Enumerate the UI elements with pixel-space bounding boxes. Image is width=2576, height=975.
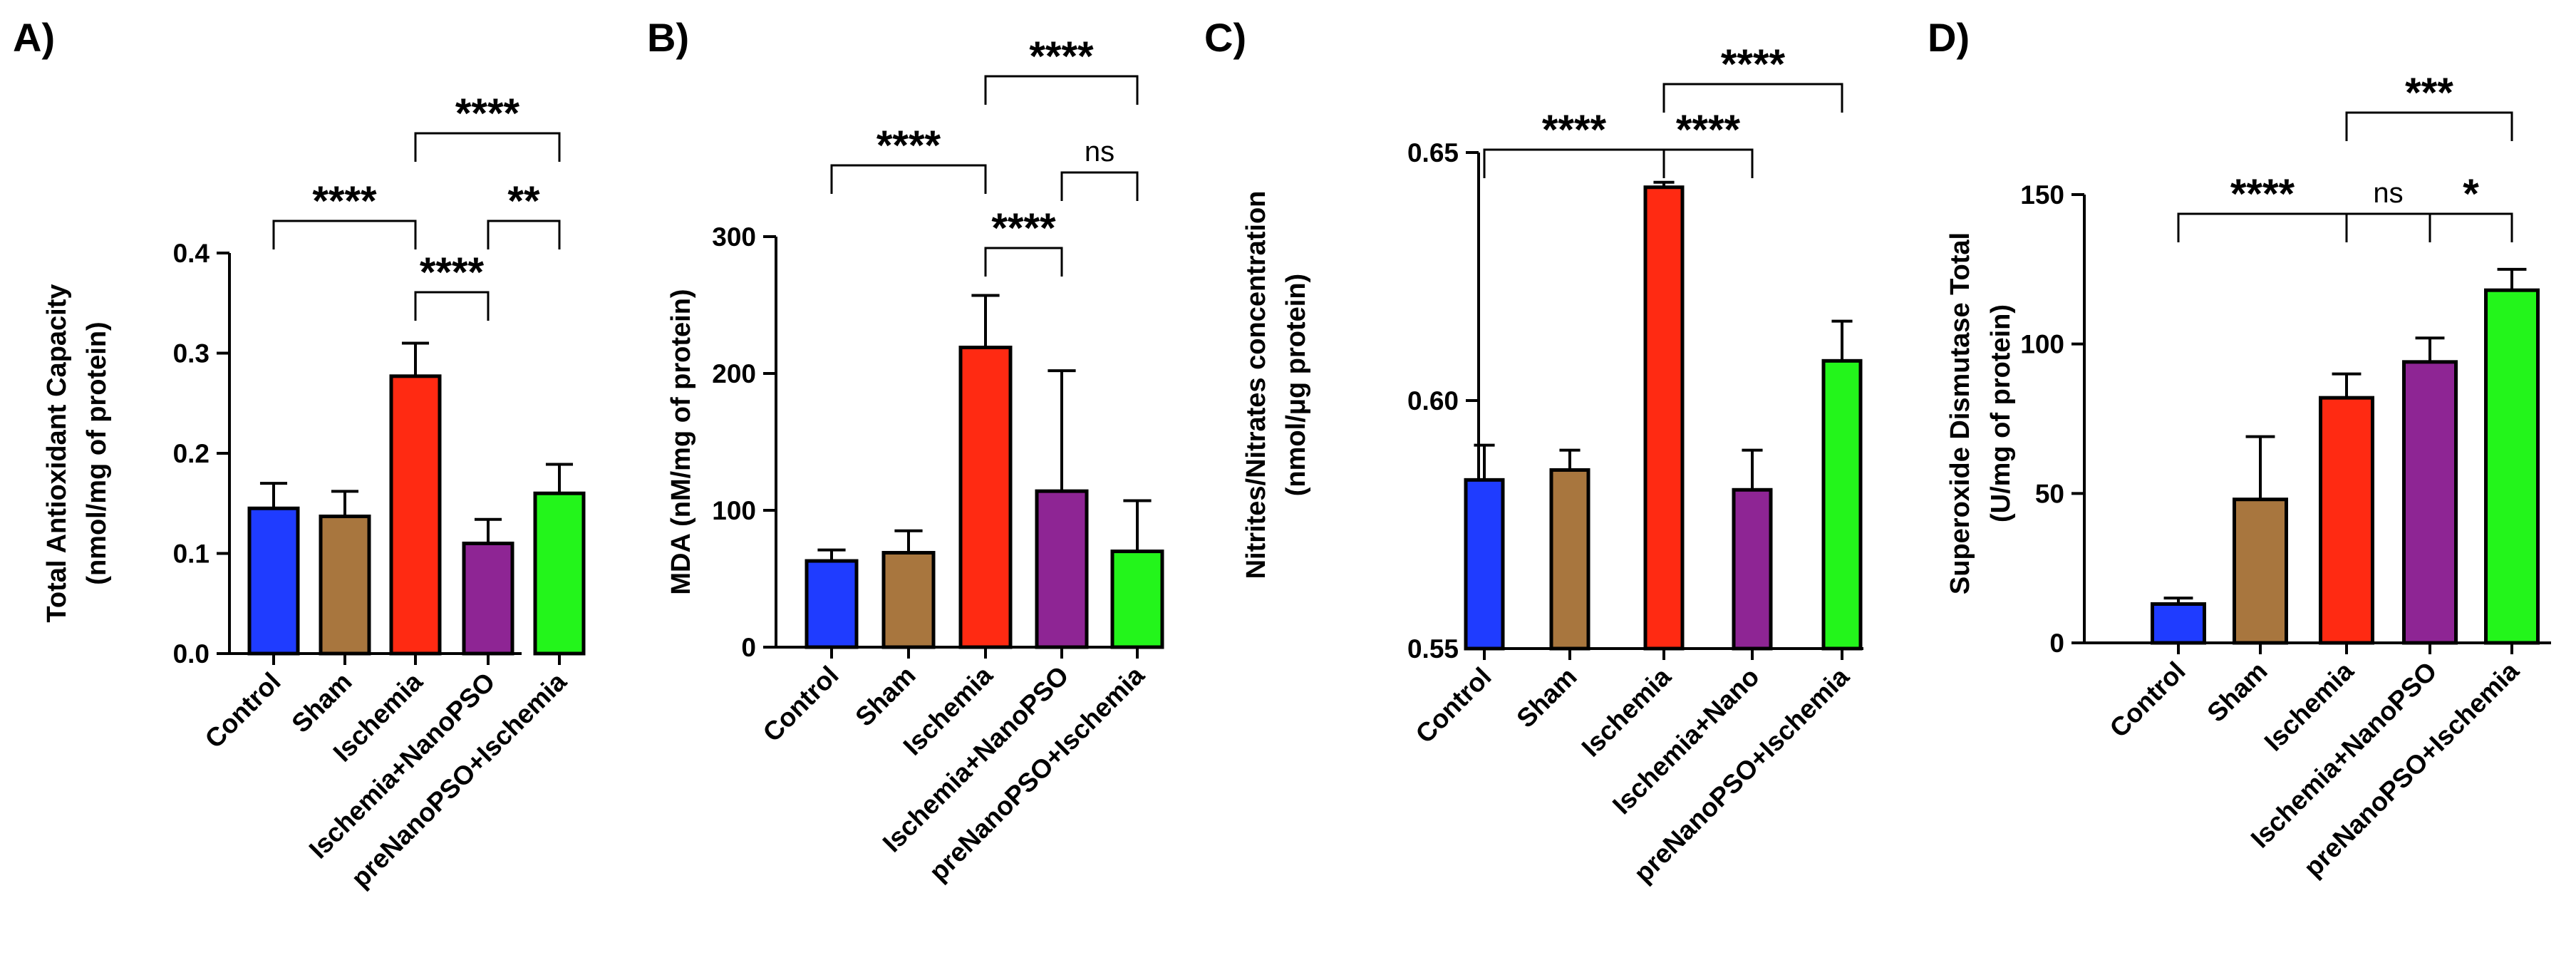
significance-bracket	[830, 164, 987, 194]
significance-label: **	[507, 178, 540, 225]
bar-prenanopso-ischemia	[2484, 288, 2540, 645]
y-tick-label: 0.65	[1407, 138, 1459, 167]
significance-label: ***	[2405, 70, 2453, 116]
significance-bracket	[414, 291, 490, 321]
bar-ischemia	[958, 346, 1013, 649]
x-tick-label: Ischemia+Nano	[1607, 662, 1765, 820]
significance-label: ****	[876, 123, 941, 169]
bar-control	[247, 506, 300, 656]
y-tick-label: 0.0	[173, 639, 210, 669]
y-tick-label: 0	[741, 633, 756, 662]
x-tick-label: Control	[1410, 662, 1497, 749]
x-tick-label: Sham	[2201, 656, 2272, 728]
y-tick-label: 150	[2020, 180, 2064, 210]
bar-control	[2151, 602, 2206, 645]
bar-ischemia	[2319, 396, 2374, 645]
significance-bracket	[2428, 212, 2513, 242]
x-tick-label: Control	[2104, 656, 2191, 743]
bar-control	[805, 559, 859, 649]
significance-bracket	[984, 75, 1139, 105]
significance-label: ****	[1029, 33, 1094, 80]
y-tick-label: 200	[712, 359, 756, 388]
y-axis-label: Total Antioxidant Capacity	[42, 284, 72, 622]
significance-label: ****	[420, 249, 485, 296]
significance-label: ****	[2230, 171, 2295, 217]
y-tick-label: 50	[2035, 479, 2064, 508]
bar-ischemia	[389, 374, 442, 656]
y-tick-label: 0.4	[173, 239, 210, 268]
significance-bracket	[272, 220, 417, 249]
significance-label: *	[2463, 171, 2479, 217]
panel-letter: A)	[13, 15, 55, 60]
x-tick-label: Sham	[849, 661, 921, 732]
significance-label: ****	[455, 91, 520, 137]
significance-label: ****	[1721, 41, 1786, 88]
bar-prenanopso-ischemia	[533, 491, 586, 656]
bar-ischemia-nano	[1732, 488, 1773, 651]
y-axis-label: MDA (nM/mg of protein)	[666, 289, 696, 594]
bar-ischemia-nanopso	[1035, 489, 1089, 649]
bar-sham	[881, 551, 936, 649]
y-tick-label: 300	[712, 222, 756, 252]
significance-bracket	[1662, 148, 1754, 178]
bar-control	[1464, 478, 1505, 651]
significance-bracket	[1483, 148, 1665, 178]
y-tick-label: 0.55	[1407, 634, 1459, 664]
significance-label: ns	[1085, 136, 1114, 167]
chart-panel-1: A) Total Antioxidant Capacity (nmol/mg of …	[13, 15, 586, 893]
significance-bracket	[1060, 171, 1139, 201]
significance-label: ****	[1676, 107, 1741, 153]
significance-bracket	[2345, 111, 2513, 141]
panel-letter: C)	[1204, 15, 1246, 60]
bar-sham	[1549, 468, 1590, 651]
bar-prenanopso-ischemia	[1110, 550, 1164, 649]
y-axis-label: (nmol/mg of protein)	[82, 321, 112, 584]
panel-letter: B)	[647, 15, 689, 60]
bar-ischemia	[1643, 185, 1685, 651]
y-axis-label: (nmol/μg protein)	[1281, 274, 1311, 496]
significance-label: ns	[2373, 177, 2403, 209]
chart-panel-2: B) MDA (nM/mg of protein) 0 100 200 300 Contro…	[647, 15, 1164, 887]
panel-letter: D)	[1928, 15, 1970, 60]
y-axis-label: (U/mg of protein)	[1986, 304, 2016, 522]
bar-sham	[319, 515, 371, 656]
y-tick-label: 0.1	[173, 540, 210, 569]
bar-ischemia-nanopso	[462, 541, 514, 656]
y-tick-label: 0.3	[173, 339, 210, 368]
y-tick-label: 100	[2020, 330, 2064, 359]
significance-label: ****	[991, 205, 1056, 252]
y-tick-label: 100	[712, 496, 756, 525]
significance-label: ****	[1542, 107, 1607, 153]
chart-panel-4: D) Superoxide Dismutase Total (U/mg of pro…	[1928, 15, 2551, 882]
y-axis-label: Superoxide Dismutase Total	[1945, 232, 1975, 594]
bar-sham	[2233, 497, 2288, 645]
y-axis-label: Nitrites/Nitrates concentration	[1241, 191, 1271, 579]
y-tick-label: 0.2	[173, 439, 210, 468]
bar-prenanopso-ischemia	[1821, 358, 1863, 651]
significance-bracket	[984, 247, 1063, 277]
significance-bracket	[487, 220, 561, 249]
chart-panel-3: C) Nitrites/Nitrates concentration (nmol/μ…	[1204, 15, 1863, 888]
significance-bracket	[2177, 212, 2348, 242]
significance-bracket	[2345, 212, 2431, 242]
bar-ischemia-nanopso	[2402, 360, 2458, 645]
significance-bracket	[1662, 83, 1843, 113]
significance-label: ****	[312, 178, 377, 225]
x-tick-label: Control	[757, 661, 844, 748]
significance-bracket	[414, 132, 561, 162]
x-tick-label: Sham	[1511, 662, 1582, 733]
y-tick-label: 0	[2049, 629, 2064, 658]
y-tick-label: 0.60	[1407, 386, 1459, 416]
x-tick-label: Control	[200, 667, 286, 754]
